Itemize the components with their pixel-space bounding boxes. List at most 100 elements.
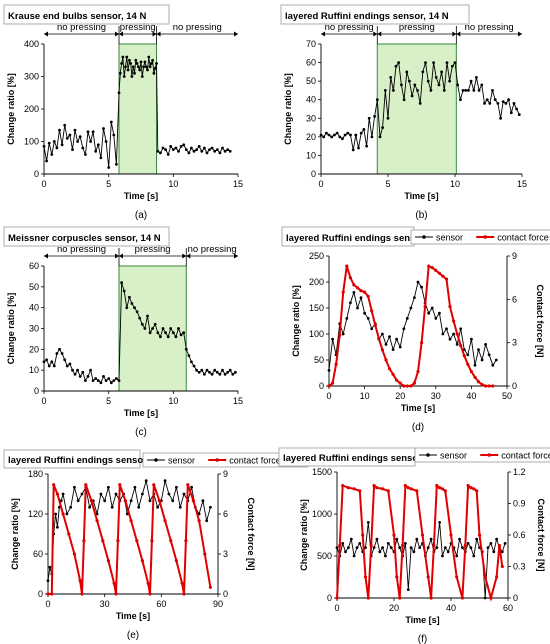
data-point <box>401 543 405 548</box>
data-point <box>152 483 156 487</box>
data-point <box>180 581 184 585</box>
data-point <box>409 546 413 549</box>
data-point <box>469 546 473 549</box>
data-point <box>430 306 434 310</box>
data-point <box>80 492 84 496</box>
y2-axis-label: Contact force [N] <box>246 497 256 570</box>
data-point <box>325 131 328 135</box>
phase-arrowhead <box>452 31 457 37</box>
data-point <box>63 123 67 127</box>
data-point <box>395 337 398 341</box>
data-point <box>491 363 495 367</box>
panel-label: (b) <box>415 210 427 221</box>
data-point <box>46 592 50 596</box>
data-point <box>156 505 160 509</box>
data-point <box>218 151 222 155</box>
data-point <box>475 76 478 79</box>
x-tick-label: 30 <box>431 391 441 401</box>
y-tick-label: 150 <box>309 303 324 313</box>
data-point <box>483 596 487 600</box>
phase-arrowhead <box>119 253 124 259</box>
data-point <box>118 71 122 75</box>
data-point <box>86 375 90 378</box>
phase-arrowhead <box>456 31 461 37</box>
data-point <box>372 546 376 549</box>
x-axis-label: Time [s] <box>116 611 150 621</box>
data-point <box>187 354 191 357</box>
data-point <box>455 554 459 558</box>
y-tick-label: 180 <box>28 469 43 479</box>
data-point <box>208 148 211 152</box>
data-point <box>475 489 479 493</box>
data-point <box>507 98 510 102</box>
data-point <box>375 98 379 102</box>
data-point <box>466 353 470 357</box>
data-point <box>201 499 205 503</box>
data-point <box>157 499 161 503</box>
data-point <box>144 479 148 483</box>
chart-title: layered Ruffini endings sensor <box>286 233 425 244</box>
data-point <box>495 537 498 541</box>
data-point <box>372 484 376 488</box>
x-axis-label: Time [s] <box>404 191 438 201</box>
data-point <box>389 76 393 79</box>
data-point <box>231 372 235 376</box>
data-point <box>412 550 416 554</box>
data-point <box>487 353 491 357</box>
data-point <box>146 581 150 585</box>
data-point <box>89 140 92 143</box>
data-point <box>115 377 118 380</box>
y-tick-label: 100 <box>309 329 324 339</box>
data-point <box>460 596 464 600</box>
series-line <box>43 56 231 168</box>
data-point <box>81 370 85 374</box>
y-tick-label: 40 <box>306 95 316 105</box>
data-point <box>63 358 67 362</box>
chart-panel: Meissner corpuscles sensor, 14 Nno press… <box>3 226 243 438</box>
y2-axis-label: Contact force [N] <box>535 284 545 357</box>
data-point <box>395 378 399 382</box>
data-point <box>334 362 338 366</box>
legend-label: contact force <box>501 451 550 461</box>
x-axis-label: Time [s] <box>401 403 435 413</box>
data-point <box>455 343 459 346</box>
data-point <box>440 70 443 74</box>
data-point <box>444 277 449 281</box>
data-point <box>348 276 352 280</box>
phase-arrowhead <box>156 31 161 37</box>
data-point <box>73 128 77 132</box>
data-point <box>42 145 46 148</box>
data-point <box>120 281 123 285</box>
chart-title: Meissner corpuscles sensor, 14 N <box>8 233 161 244</box>
data-point <box>319 133 323 137</box>
x-tick-label: 5 <box>106 396 111 406</box>
data-point <box>415 489 419 493</box>
phase-arrowhead <box>234 31 238 37</box>
panel-label: (f) <box>418 634 427 644</box>
data-point <box>61 512 65 516</box>
data-point <box>72 552 76 556</box>
data-point <box>76 140 79 143</box>
data-point <box>410 94 414 98</box>
data-point <box>438 486 442 490</box>
data-point <box>71 368 74 372</box>
data-point <box>197 370 201 374</box>
legend-label: contact force <box>497 233 549 243</box>
data-point <box>391 372 395 376</box>
data-point <box>84 483 88 487</box>
data-point <box>123 499 127 503</box>
data-point <box>226 370 230 374</box>
data-point <box>109 381 113 385</box>
data-point <box>477 348 480 351</box>
data-point <box>130 75 134 78</box>
y-tick-label: 50 <box>29 282 39 292</box>
data-point <box>405 70 409 74</box>
data-point <box>203 372 206 376</box>
data-point <box>440 487 444 491</box>
data-point <box>148 592 152 596</box>
data-point <box>149 62 153 65</box>
data-point <box>331 381 335 385</box>
data-point <box>394 64 398 68</box>
data-point <box>437 83 441 87</box>
